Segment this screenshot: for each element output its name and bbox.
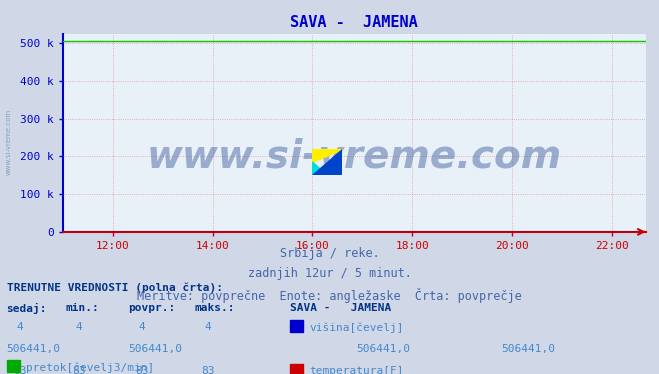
Text: www.si-vreme.com: www.si-vreme.com xyxy=(146,138,562,175)
Text: pretok[čevelj3/min]: pretok[čevelj3/min] xyxy=(26,362,155,373)
Bar xyxy=(290,321,303,332)
Bar xyxy=(7,360,20,372)
Text: 4: 4 xyxy=(204,322,211,332)
Text: 506441,0: 506441,0 xyxy=(129,344,183,354)
Text: 83: 83 xyxy=(201,366,214,374)
Text: 83: 83 xyxy=(135,366,148,374)
Polygon shape xyxy=(312,149,341,162)
Text: 506441,0: 506441,0 xyxy=(501,344,555,354)
Text: povpr.:: povpr.: xyxy=(129,303,176,313)
Text: 4: 4 xyxy=(16,322,23,332)
Text: min.:: min.: xyxy=(66,303,100,313)
Text: temperatura[F]: temperatura[F] xyxy=(310,366,404,374)
Text: 506441,0: 506441,0 xyxy=(356,344,410,354)
Polygon shape xyxy=(312,149,341,175)
Text: TRENUTNE VREDNOSTI (polna črta):: TRENUTNE VREDNOSTI (polna črta): xyxy=(7,283,223,293)
Text: višina[čevelj]: višina[čevelj] xyxy=(310,322,404,333)
Text: sedaj:: sedaj: xyxy=(7,303,47,314)
Text: www.si-vreme.com: www.si-vreme.com xyxy=(5,109,11,175)
Bar xyxy=(290,364,303,374)
Text: SAVA -   JAMENA: SAVA - JAMENA xyxy=(290,303,391,313)
Text: 506441,0: 506441,0 xyxy=(7,344,61,354)
Text: 83: 83 xyxy=(13,366,26,374)
Polygon shape xyxy=(312,162,327,175)
Text: Srbija / reke.: Srbija / reke. xyxy=(279,247,380,260)
Text: 83: 83 xyxy=(72,366,86,374)
Text: Meritve: povprečne  Enote: angležaske  Črta: povprečje: Meritve: povprečne Enote: angležaske Črt… xyxy=(137,288,522,303)
Title: SAVA -  JAMENA: SAVA - JAMENA xyxy=(291,15,418,30)
Text: maks.:: maks.: xyxy=(194,303,235,313)
Text: zadnjih 12ur / 5 minut.: zadnjih 12ur / 5 minut. xyxy=(248,267,411,280)
Text: 4: 4 xyxy=(76,322,82,332)
Text: 4: 4 xyxy=(138,322,145,332)
